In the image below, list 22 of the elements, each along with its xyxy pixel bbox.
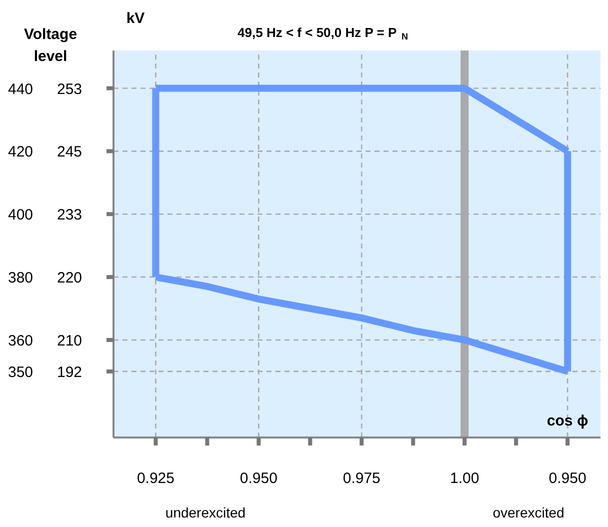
y-axis-title: Voltage level <box>24 26 78 65</box>
text: 253 <box>56 80 82 98</box>
y-tick-label: 440 <box>8 80 34 98</box>
y-tick-label: 360 <box>8 332 34 350</box>
text: 245 <box>56 144 82 161</box>
x-tick-label: 0.925 <box>136 470 174 487</box>
y-tick-label: 350 <box>8 364 34 381</box>
text: 220 <box>56 270 82 287</box>
text: 233 <box>56 206 82 224</box>
text: overexcited <box>492 504 564 520</box>
y-tick-label: 400 <box>8 206 34 224</box>
x-tick-label: 0.950 <box>240 470 278 487</box>
text: kV <box>126 10 145 27</box>
x-tick-label: 1.00 <box>450 470 480 487</box>
x-tick-label: 0.950 <box>548 470 586 487</box>
text: 192 <box>56 364 82 381</box>
text: underexcited <box>165 504 246 520</box>
y-tick-label: 420 <box>8 144 34 161</box>
text: 210 <box>56 332 82 350</box>
x-axis-title: cos ϕ <box>546 412 588 430</box>
x-tick-label: 0.975 <box>342 470 380 487</box>
y-tick-label: 380 <box>8 270 34 287</box>
